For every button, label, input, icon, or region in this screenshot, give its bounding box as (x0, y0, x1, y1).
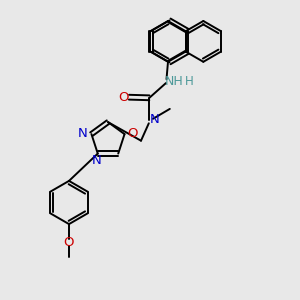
Text: H: H (185, 75, 194, 88)
Text: O: O (64, 236, 74, 249)
Text: O: O (128, 127, 138, 140)
Text: O: O (118, 91, 128, 104)
Text: NH: NH (165, 75, 184, 88)
Text: N: N (78, 127, 88, 140)
Text: N: N (92, 154, 101, 167)
Text: N: N (150, 113, 160, 126)
